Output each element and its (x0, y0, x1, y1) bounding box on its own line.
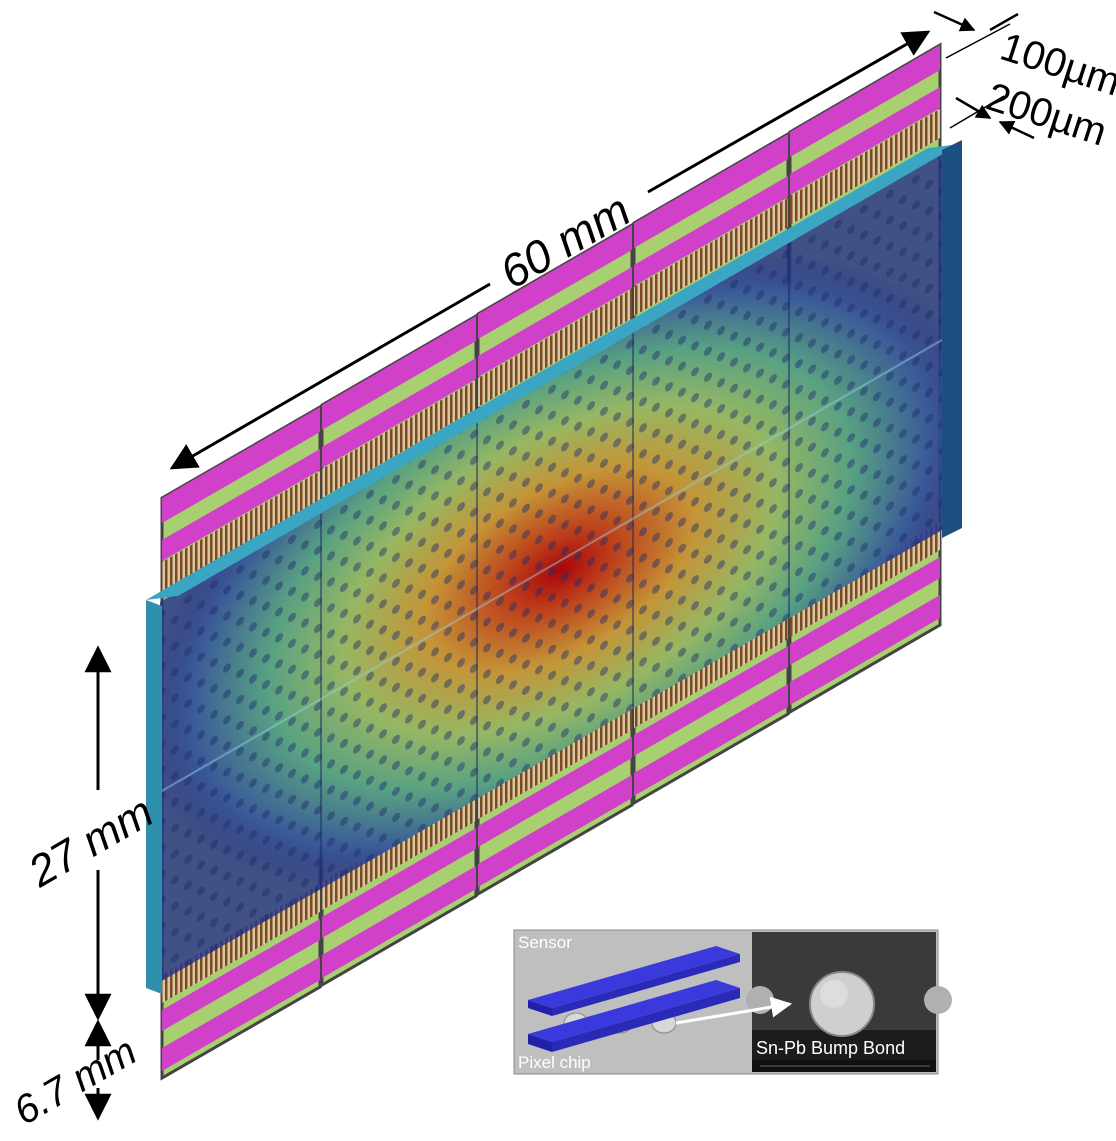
sensor-top-edge (146, 144, 960, 600)
inset-micrograph: Sn-Pb Bump Bond (746, 932, 952, 1072)
inset-pointer-arrow (675, 996, 793, 1025)
inset-sensor-label: Sensor (518, 933, 572, 952)
inset-schematic: Sensor Pixel chip (518, 933, 740, 1072)
dimension-height: 27 mm (20, 645, 162, 1021)
sensor-left-edge (146, 600, 162, 994)
inset-pixel-chip-label: Pixel chip (518, 1053, 591, 1072)
dimension-chip-extension: 6.7 mm (7, 1019, 144, 1134)
height-label: 27 mm (20, 787, 162, 897)
chip-extension-label: 6.7 mm (7, 1029, 144, 1134)
bump-bond-inset: Sensor Pixel chip Sn-Pb Bump Bond (513, 929, 952, 1075)
sensor-right-side (942, 140, 962, 538)
inset-bump-bond-label: Sn-Pb Bump Bond (756, 1038, 905, 1058)
dimension-thickness: 100µm 200µm (933, 10, 1116, 155)
